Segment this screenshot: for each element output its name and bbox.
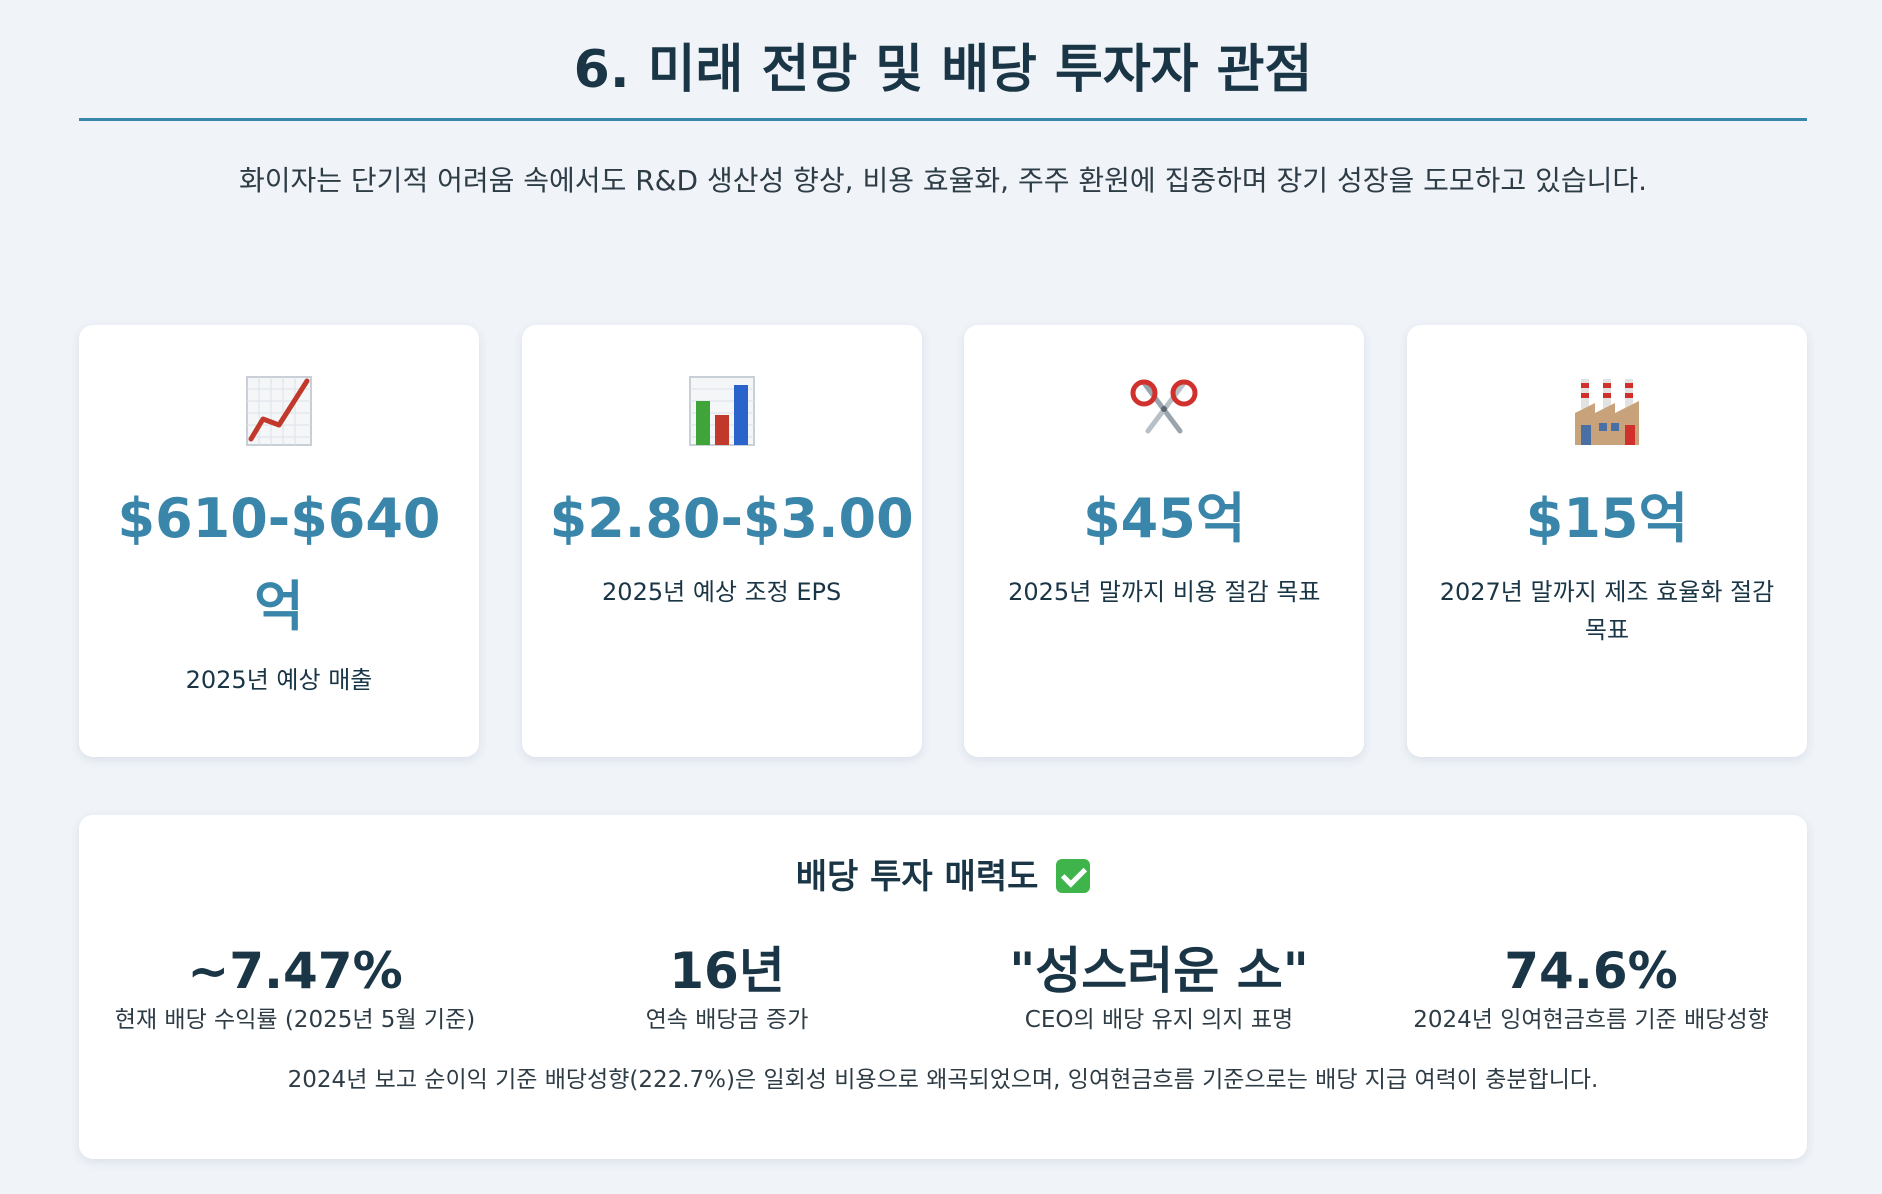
metric-label: 2024년 잉여현금흐름 기준 배당성향 bbox=[1413, 1007, 1769, 1033]
metric-dividend-yield: ~7.47% 현재 배당 수익률 (2025년 5월 기준) bbox=[79, 939, 511, 1037]
title-divider bbox=[79, 118, 1807, 121]
page: 6. 미래 전망 및 배당 투자자 관점 화이자는 단기적 어려움 속에서도 R… bbox=[79, 0, 1807, 1159]
card-value: $45억 bbox=[1083, 487, 1246, 550]
metric-label: 현재 배당 수익률 (2025년 5월 기준) bbox=[114, 1007, 476, 1033]
metric-ceo-commitment: "성스러운 소" CEO의 배당 유지 의지 표명 bbox=[943, 939, 1375, 1037]
metric-payout-ratio: 74.6% 2024년 잉여현금흐름 기준 배당성향 bbox=[1375, 939, 1807, 1037]
chart-increasing-icon bbox=[246, 376, 312, 446]
metric-value: 16년 bbox=[669, 942, 785, 1000]
scissors-icon bbox=[1130, 379, 1198, 434]
metric-label: CEO의 배당 유지 의지 표명 bbox=[1024, 1007, 1294, 1033]
check-mark-button-icon bbox=[1056, 859, 1091, 893]
forecast-card-eps: $2.80-$3.00 2025년 예상 조정 EPS bbox=[521, 325, 922, 757]
dividend-metrics: ~7.47% 현재 배당 수익률 (2025년 5월 기준) 16년 연속 배당… bbox=[79, 939, 1807, 1037]
dividend-note: 2024년 보고 순이익 기준 배당성향(222.7%)은 일회성 비용으로 왜… bbox=[287, 1067, 1599, 1093]
bar-chart-icon bbox=[688, 376, 755, 446]
metric-value: ~7.47% bbox=[187, 942, 403, 1000]
card-label: 2025년 예상 조정 EPS bbox=[602, 578, 842, 606]
metric-value: 74.6% bbox=[1504, 942, 1678, 1000]
factory-icon bbox=[1574, 379, 1639, 445]
dividend-panel: 배당 투자 매력도 ~7.47% 현재 배당 수익률 (2025년 5월 기준)… bbox=[79, 815, 1807, 1159]
dividend-heading: 배당 투자 매력도 bbox=[79, 851, 1807, 903]
metric-dividend-growth-years: 16년 연속 배당금 증가 bbox=[511, 939, 943, 1037]
card-label: 2027년 말까지 제조 효율화 절감 목표 bbox=[1439, 578, 1775, 644]
dividend-title: 배당 투자 매력도 bbox=[795, 857, 1039, 897]
forecast-card-revenue: $610-$640억 2025년 예상 매출 bbox=[79, 325, 479, 757]
metric-value: "성스러운 소" bbox=[1009, 942, 1309, 1000]
card-label: 2025년 말까지 비용 절감 목표 bbox=[1008, 578, 1321, 606]
card-value: $15억 bbox=[1525, 487, 1689, 550]
card-value: $610-$640억 bbox=[117, 487, 441, 638]
forecast-card-cost-savings: $45억 2025년 말까지 비용 절감 목표 bbox=[964, 325, 1365, 757]
card-value: $2.80-$3.00 bbox=[549, 487, 914, 550]
forecast-cards: $610-$640억 2025년 예상 매출 $2.80-$3.00 2025년… bbox=[79, 325, 1807, 757]
intro-text: 화이자는 단기적 어려움 속에서도 R&D 생산성 향상, 비용 효율화, 주주… bbox=[238, 164, 1648, 197]
page-title: 6. 미래 전망 및 배당 투자자 관점 bbox=[573, 40, 1313, 100]
metric-label: 연속 배당금 증가 bbox=[645, 1007, 809, 1033]
forecast-card-manufacturing: $15억 2027년 말까지 제조 효율화 절감 목표 bbox=[1406, 325, 1807, 757]
card-label: 2025년 예상 매출 bbox=[185, 666, 373, 694]
